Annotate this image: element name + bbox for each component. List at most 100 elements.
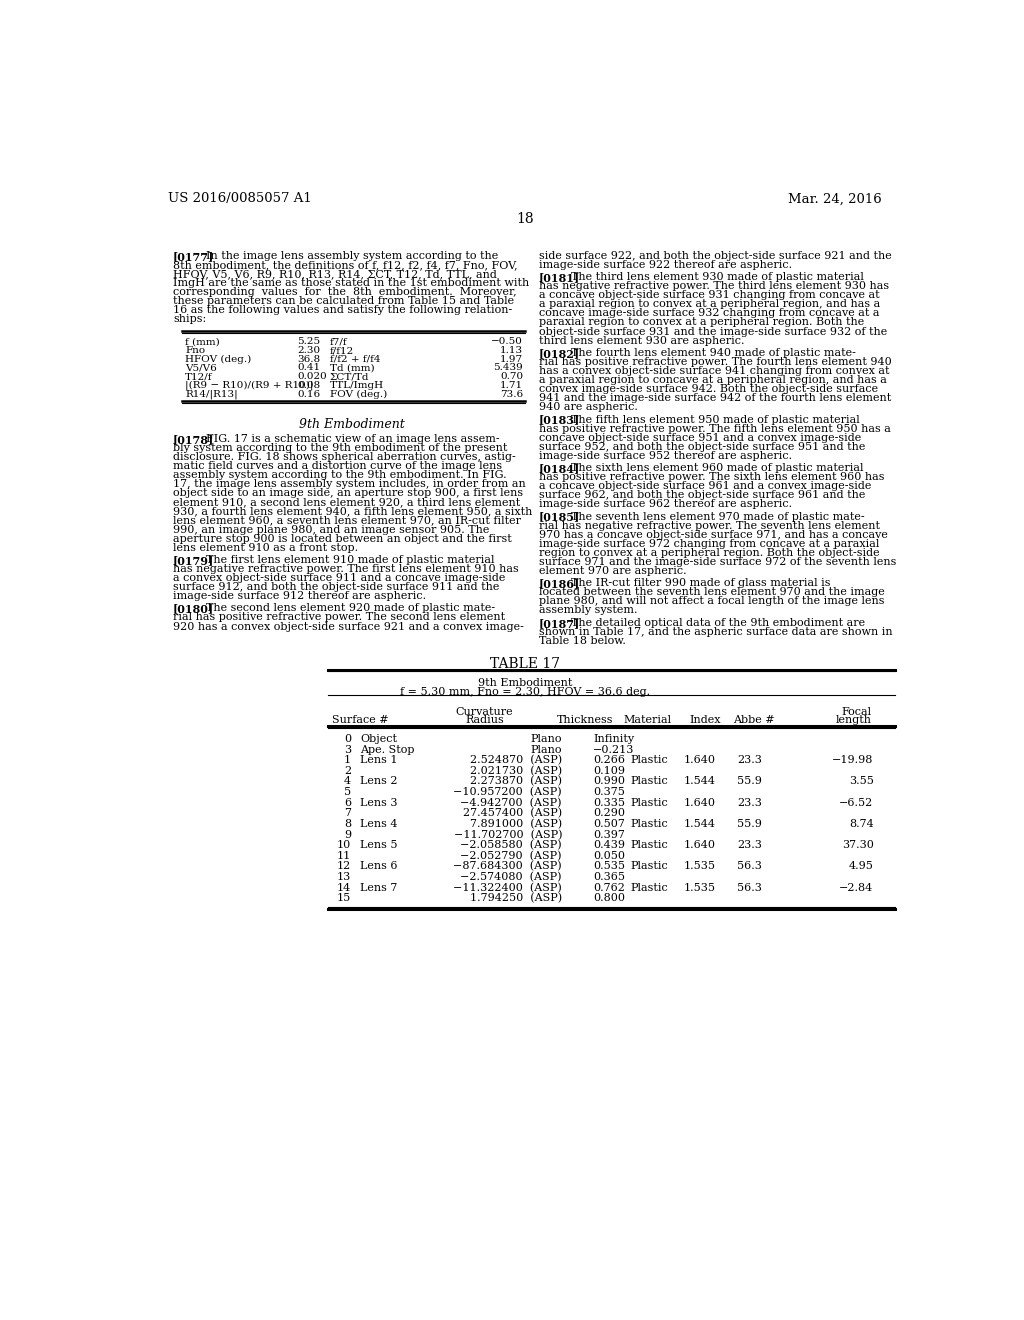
Text: element 910, a second lens element 920, a third lens element: element 910, a second lens element 920, … (173, 498, 520, 507)
Text: The fourth lens element 940 made of plastic mate-: The fourth lens element 940 made of plas… (571, 348, 856, 358)
Text: these parameters can be calculated from Table 15 and Table: these parameters can be calculated from … (173, 296, 514, 306)
Text: [0182]: [0182] (539, 348, 580, 359)
Text: 7: 7 (344, 808, 351, 818)
Text: Lens 2: Lens 2 (360, 776, 398, 787)
Text: f (mm): f (mm) (185, 338, 220, 346)
Text: 0.290: 0.290 (593, 808, 625, 818)
Text: Plastic: Plastic (630, 776, 668, 787)
Text: 1.535: 1.535 (684, 862, 716, 871)
Text: Mar. 24, 2016: Mar. 24, 2016 (787, 193, 882, 206)
Text: −19.98: −19.98 (833, 755, 873, 766)
Text: ships:: ships: (173, 314, 206, 325)
Text: a paraxial region to concave at a peripheral region, and has a: a paraxial region to concave at a periph… (539, 375, 887, 385)
Text: The sixth lens element 960 made of plastic material: The sixth lens element 960 made of plast… (571, 463, 864, 473)
Text: matic field curves and a distortion curve of the image lens: matic field curves and a distortion curv… (173, 461, 502, 471)
Text: Ape. Stop: Ape. Stop (360, 744, 415, 755)
Text: surface 952, and both the object-side surface 951 and the: surface 952, and both the object-side su… (539, 442, 865, 451)
Text: lens element 910 as a front stop.: lens element 910 as a front stop. (173, 543, 358, 553)
Text: concave image-side surface 932 changing from concave at a: concave image-side surface 932 changing … (539, 309, 880, 318)
Text: f = 5.30 mm, Fno = 2.30, HFOV = 36.6 deg.: f = 5.30 mm, Fno = 2.30, HFOV = 36.6 deg… (399, 686, 650, 697)
Text: Plastic: Plastic (630, 883, 668, 892)
Text: 6: 6 (344, 797, 351, 808)
Text: Plastic: Plastic (630, 818, 668, 829)
Text: Object: Object (360, 734, 397, 744)
Text: Curvature: Curvature (456, 708, 513, 717)
Text: −11.322400  (ASP): −11.322400 (ASP) (454, 883, 562, 892)
Text: 941 and the image-side surface 942 of the fourth lens element: 941 and the image-side surface 942 of th… (539, 393, 891, 403)
Text: −87.684300  (ASP): −87.684300 (ASP) (454, 862, 562, 871)
Text: 1.640: 1.640 (684, 755, 716, 766)
Text: 8.74: 8.74 (849, 818, 873, 829)
Text: 2.021730  (ASP): 2.021730 (ASP) (470, 766, 562, 776)
Text: 73.6: 73.6 (500, 389, 523, 399)
Text: Plastic: Plastic (630, 840, 668, 850)
Text: ΣCT/Td: ΣCT/Td (330, 372, 369, 381)
Text: 0.335: 0.335 (593, 797, 625, 808)
Text: Lens 5: Lens 5 (360, 840, 398, 850)
Text: image-side surface 912 thereof are aspheric.: image-side surface 912 thereof are asphe… (173, 591, 426, 601)
Text: Abbe #: Abbe # (733, 715, 775, 725)
Text: convex image-side surface 942. Both the object-side surface: convex image-side surface 942. Both the … (539, 384, 878, 395)
Text: [0179]: [0179] (173, 554, 214, 566)
Text: 0.020: 0.020 (297, 372, 327, 381)
Text: 1.97: 1.97 (500, 355, 523, 364)
Text: 4.95: 4.95 (849, 862, 873, 871)
Text: 1.544: 1.544 (684, 776, 716, 787)
Text: object side to an image side, an aperture stop 900, a first lens: object side to an image side, an apertur… (173, 488, 523, 498)
Text: Lens 7: Lens 7 (360, 883, 398, 892)
Text: 5.439: 5.439 (494, 363, 523, 372)
Text: 2.524870  (ASP): 2.524870 (ASP) (470, 755, 562, 766)
Text: 0.109: 0.109 (593, 766, 625, 776)
Text: Plano: Plano (530, 734, 562, 744)
Text: 2: 2 (344, 766, 351, 776)
Text: 15: 15 (337, 894, 351, 903)
Text: has positive refractive power. The sixth lens element 960 has: has positive refractive power. The sixth… (539, 473, 885, 482)
Text: 14: 14 (337, 883, 351, 892)
Text: a concave object-side surface 961 and a convex image-side: a concave object-side surface 961 and a … (539, 482, 871, 491)
Text: a convex object-side surface 911 and a concave image-side: a convex object-side surface 911 and a c… (173, 573, 505, 583)
Text: [0184]: [0184] (539, 463, 580, 474)
Text: Lens 6: Lens 6 (360, 862, 398, 871)
Text: The third lens element 930 made of plastic material: The third lens element 930 made of plast… (571, 272, 864, 282)
Text: 23.3: 23.3 (737, 840, 762, 850)
Text: 0.365: 0.365 (593, 873, 625, 882)
Text: 23.3: 23.3 (737, 797, 762, 808)
Text: The fifth lens element 950 made of plastic material: The fifth lens element 950 made of plast… (571, 414, 860, 425)
Text: 3.55: 3.55 (849, 776, 873, 787)
Text: 930, a fourth lens element 940, a fifth lens element 950, a sixth: 930, a fourth lens element 940, a fifth … (173, 507, 532, 516)
Text: The detailed optical data of the 9th embodiment are: The detailed optical data of the 9th emb… (571, 618, 865, 627)
Text: 1.71: 1.71 (500, 381, 523, 389)
Text: 990, an image plane 980, and an image sensor 905. The: 990, an image plane 980, and an image se… (173, 524, 489, 535)
Text: 0.16: 0.16 (297, 389, 321, 399)
Text: aperture stop 900 is located between an object and the first: aperture stop 900 is located between an … (173, 533, 512, 544)
Text: −2.058580  (ASP): −2.058580 (ASP) (461, 840, 562, 850)
Text: 920 has a convex object-side surface 921 and a convex image-: 920 has a convex object-side surface 921… (173, 622, 524, 631)
Text: 16 as the following values and satisfy the following relation-: 16 as the following values and satisfy t… (173, 305, 512, 315)
Text: surface 912, and both the object-side surface 911 and the: surface 912, and both the object-side su… (173, 582, 500, 593)
Text: 37.30: 37.30 (842, 840, 873, 850)
Text: 0.535: 0.535 (593, 862, 625, 871)
Text: has negative refractive power. The first lens element 910 has: has negative refractive power. The first… (173, 564, 519, 574)
Text: a concave object-side surface 931 changing from concave at: a concave object-side surface 931 changi… (539, 290, 880, 300)
Text: region to convex at a peripheral region. Both the object-side: region to convex at a peripheral region.… (539, 548, 880, 558)
Text: HFOV (deg.): HFOV (deg.) (185, 355, 252, 364)
Text: FOV (deg.): FOV (deg.) (330, 389, 387, 399)
Text: T12/f: T12/f (185, 372, 213, 381)
Text: [0177]: [0177] (173, 251, 214, 261)
Text: HFOV, V5, V6, R9, R10, R13, R14, ΣCT, T12, Td, TTL, and: HFOV, V5, V6, R9, R10, R13, R14, ΣCT, T1… (173, 269, 497, 279)
Text: −11.702700  (ASP): −11.702700 (ASP) (454, 829, 562, 840)
Text: 0.70: 0.70 (500, 372, 523, 381)
Text: 0.41: 0.41 (297, 363, 321, 372)
Text: f7/f: f7/f (330, 338, 347, 346)
Text: Lens 3: Lens 3 (360, 797, 398, 808)
Text: 0: 0 (344, 734, 351, 744)
Text: a paraxial region to convex at a peripheral region, and has a: a paraxial region to convex at a periphe… (539, 300, 880, 309)
Text: −6.52: −6.52 (840, 797, 873, 808)
Text: 55.9: 55.9 (737, 818, 762, 829)
Text: disclosure. FIG. 18 shows spherical aberration curves, astig-: disclosure. FIG. 18 shows spherical aber… (173, 451, 516, 462)
Text: −0.50: −0.50 (492, 338, 523, 346)
Text: surface 962, and both the object-side surface 961 and the: surface 962, and both the object-side su… (539, 490, 865, 500)
Text: 1.544: 1.544 (684, 818, 716, 829)
Text: The second lens element 920 made of plastic mate-: The second lens element 920 made of plas… (206, 603, 495, 614)
Text: concave object-side surface 951 and a convex image-side: concave object-side surface 951 and a co… (539, 433, 861, 442)
